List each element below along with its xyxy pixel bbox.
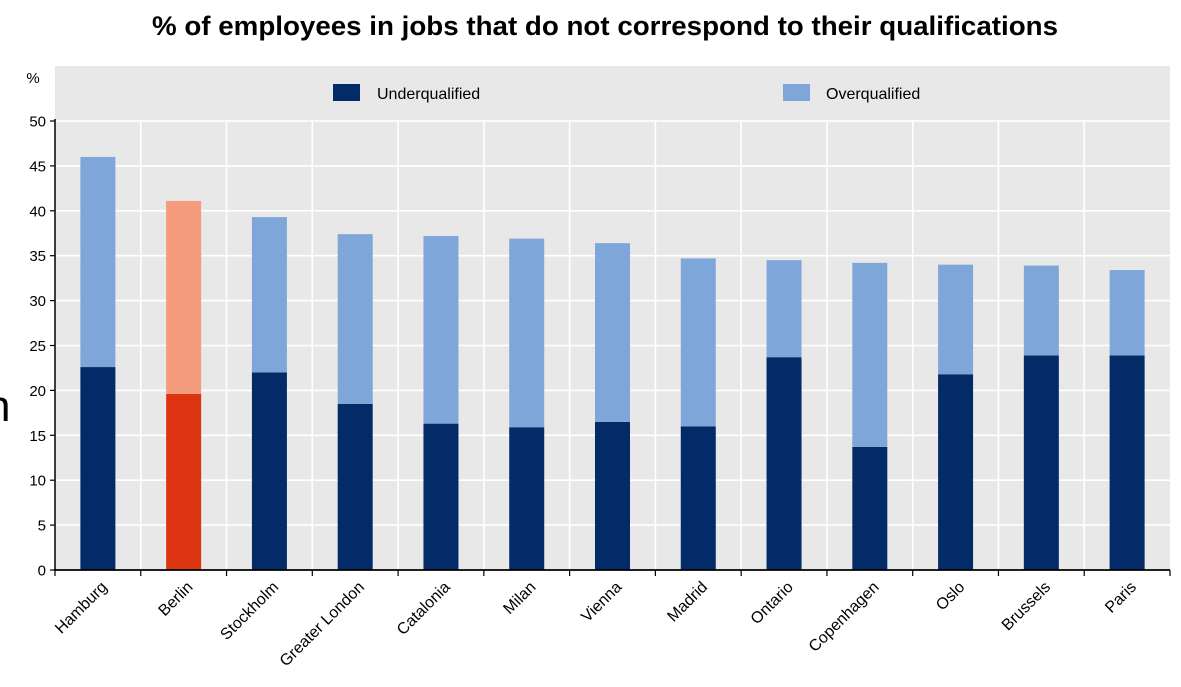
y-tick-label: 25 <box>29 338 46 355</box>
x-tick-label-oslo: Oslo <box>933 579 968 614</box>
bar-underqualified-berlin <box>166 393 202 570</box>
bar-overqualified-catalonia <box>423 235 459 424</box>
legend-label-overqualified: Overqualified <box>826 86 920 103</box>
y-tick-label: 50 <box>29 114 46 131</box>
legend: Underqualified Overqualified <box>333 84 920 103</box>
x-tick-label-madrid: Madrid <box>664 579 711 626</box>
axes <box>50 119 1171 576</box>
bar-overqualified-vienna <box>595 243 630 422</box>
clipped-text-fragment: n <box>0 382 10 431</box>
x-tick-label-hamburg: Hamburg <box>52 579 111 638</box>
bar-underqualified-vienna <box>595 421 630 570</box>
bar-underqualified-oslo <box>938 374 974 570</box>
y-tick-label: 10 <box>29 473 46 490</box>
bar-overqualified-copenhagen <box>852 262 888 447</box>
bar-overqualified-berlin <box>166 200 202 394</box>
y-tick-label: 35 <box>29 248 46 265</box>
legend-label-underqualified: Underqualified <box>377 86 480 103</box>
x-tick-label-paris: Paris <box>1102 579 1140 617</box>
bar-underqualified-hamburg <box>80 367 116 570</box>
bar-overqualified-greater-london <box>337 234 373 404</box>
x-tick-label-greater-london: Greater London <box>277 579 368 670</box>
legend-item-underqualified: Underqualified <box>333 84 480 103</box>
bars <box>80 156 1145 570</box>
legend-swatch-overqualified <box>783 84 810 101</box>
x-tick-label-ontario: Ontario <box>748 579 797 628</box>
gridlines <box>55 120 1170 571</box>
y-tick-label: 20 <box>29 383 46 400</box>
y-tick-label: 40 <box>29 203 46 220</box>
y-tick-label: 5 <box>38 518 46 535</box>
x-tick-label-berlin: Berlin <box>156 579 197 620</box>
legend-item-overqualified: Overqualified <box>783 84 920 103</box>
x-tick-label-stockholm: Stockholm <box>217 579 282 644</box>
bar-underqualified-stockholm <box>251 372 287 570</box>
bar-underqualified-milan <box>509 427 545 570</box>
bar-overqualified-madrid <box>680 258 716 427</box>
y-tick-label: 15 <box>29 428 46 445</box>
y-tick-label: 0 <box>38 563 46 580</box>
bar-underqualified-brussels <box>1023 355 1059 570</box>
y-axis-label: % <box>26 70 39 87</box>
bar-overqualified-brussels <box>1023 265 1059 356</box>
bar-overqualified-milan <box>509 238 545 428</box>
x-tick-label-brussels: Brussels <box>999 579 1054 634</box>
bar-overqualified-hamburg <box>80 156 116 368</box>
bar-underqualified-copenhagen <box>852 446 888 570</box>
y-tick-labels: 0 5 10 15 20 25 30 35 40 45 50 <box>29 114 46 580</box>
x-tick-label-milan: Milan <box>501 579 540 618</box>
bar-underqualified-paris <box>1109 355 1145 570</box>
x-tick-label-catalonia: Catalonia <box>394 579 454 639</box>
bar-overqualified-paris <box>1109 270 1145 356</box>
bar-overqualified-stockholm <box>251 217 287 373</box>
bar-underqualified-madrid <box>680 426 716 570</box>
bar-overqualified-oslo <box>938 264 974 375</box>
y-tick-label: 30 <box>29 293 46 310</box>
y-tick-label: 45 <box>29 158 46 175</box>
bar-overqualified-ontario <box>766 260 802 358</box>
bar-underqualified-ontario <box>766 357 802 570</box>
x-tick-label-vienna: Vienna <box>578 579 625 626</box>
bar-underqualified-greater-london <box>337 403 373 570</box>
bar-underqualified-catalonia <box>423 423 459 570</box>
x-tick-label-copenhagen: Copenhagen <box>806 579 883 656</box>
chart-title: % of employees in jobs that do not corre… <box>152 11 1058 41</box>
legend-swatch-underqualified <box>333 84 360 101</box>
